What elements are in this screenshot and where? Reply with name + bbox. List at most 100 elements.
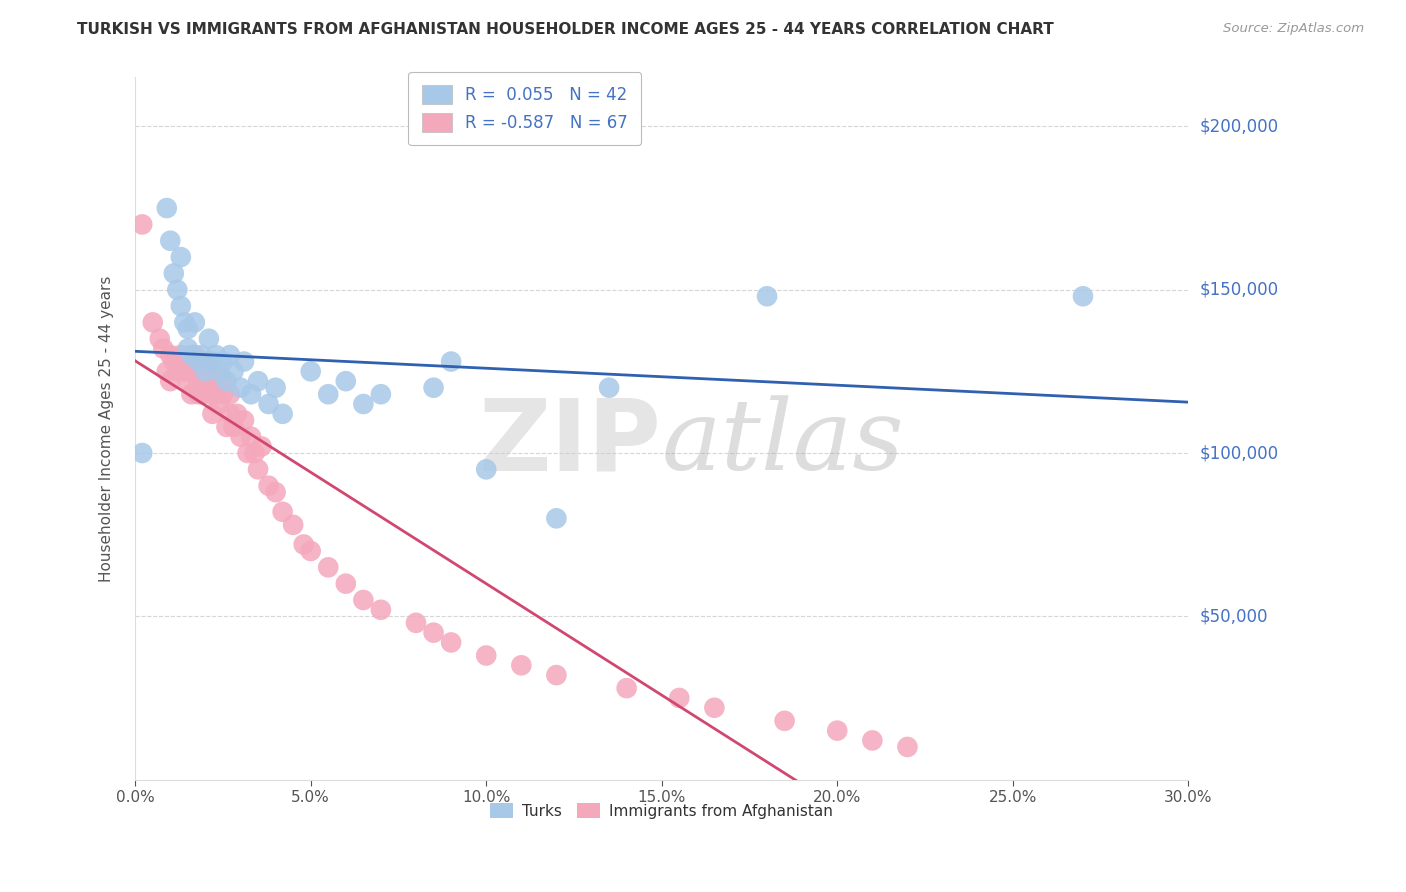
Point bbox=[219, 348, 242, 362]
Point bbox=[177, 342, 200, 356]
Text: $50,000: $50,000 bbox=[1199, 607, 1268, 625]
Point bbox=[335, 374, 357, 388]
Point bbox=[215, 420, 238, 434]
Point bbox=[316, 387, 339, 401]
Point bbox=[598, 381, 620, 395]
Point bbox=[860, 733, 883, 747]
Point bbox=[229, 430, 252, 444]
Point bbox=[187, 374, 209, 388]
Point bbox=[896, 739, 918, 754]
Point bbox=[226, 407, 249, 421]
Point bbox=[405, 615, 427, 630]
Point bbox=[177, 374, 200, 388]
Point bbox=[166, 283, 188, 297]
Point bbox=[198, 387, 221, 401]
Point bbox=[546, 511, 568, 525]
Point bbox=[440, 354, 463, 368]
Point bbox=[166, 364, 188, 378]
Point bbox=[156, 201, 179, 215]
Point bbox=[205, 381, 228, 395]
Point bbox=[257, 478, 280, 492]
Point bbox=[250, 440, 273, 454]
Point bbox=[219, 407, 242, 421]
Point bbox=[177, 322, 200, 336]
Point bbox=[370, 387, 392, 401]
Point bbox=[546, 668, 568, 682]
Point bbox=[233, 354, 256, 368]
Point bbox=[191, 348, 214, 362]
Point bbox=[299, 544, 322, 558]
Point bbox=[264, 381, 287, 395]
Point bbox=[243, 446, 266, 460]
Point bbox=[440, 635, 463, 649]
Point bbox=[194, 364, 217, 378]
Point bbox=[616, 681, 638, 695]
Point bbox=[170, 348, 193, 362]
Point bbox=[170, 250, 193, 264]
Point bbox=[233, 413, 256, 427]
Point bbox=[370, 603, 392, 617]
Point bbox=[184, 315, 207, 329]
Point bbox=[422, 625, 444, 640]
Point bbox=[142, 315, 165, 329]
Point bbox=[668, 690, 690, 705]
Point bbox=[212, 354, 235, 368]
Point bbox=[173, 315, 195, 329]
Point bbox=[283, 517, 305, 532]
Point bbox=[201, 407, 224, 421]
Point bbox=[163, 266, 186, 280]
Point bbox=[205, 387, 228, 401]
Point bbox=[208, 397, 231, 411]
Text: atlas: atlas bbox=[662, 395, 904, 491]
Point bbox=[187, 387, 209, 401]
Point bbox=[212, 374, 235, 388]
Point bbox=[316, 560, 339, 574]
Y-axis label: Householder Income Ages 25 - 44 years: Householder Income Ages 25 - 44 years bbox=[100, 276, 114, 582]
Point bbox=[191, 387, 214, 401]
Point bbox=[299, 364, 322, 378]
Point bbox=[149, 332, 172, 346]
Point bbox=[271, 407, 294, 421]
Point bbox=[1071, 289, 1094, 303]
Point bbox=[191, 364, 214, 378]
Point bbox=[173, 364, 195, 378]
Point bbox=[170, 299, 193, 313]
Point bbox=[194, 354, 217, 368]
Point bbox=[236, 446, 259, 460]
Point bbox=[247, 374, 270, 388]
Point bbox=[177, 354, 200, 368]
Point bbox=[201, 354, 224, 368]
Point bbox=[475, 462, 498, 476]
Point bbox=[219, 387, 242, 401]
Point bbox=[131, 218, 153, 232]
Point bbox=[198, 332, 221, 346]
Text: Source: ZipAtlas.com: Source: ZipAtlas.com bbox=[1223, 22, 1364, 36]
Point bbox=[212, 387, 235, 401]
Point bbox=[152, 342, 174, 356]
Point bbox=[194, 374, 217, 388]
Point bbox=[825, 723, 848, 738]
Point bbox=[352, 593, 374, 607]
Text: $200,000: $200,000 bbox=[1199, 118, 1278, 136]
Point bbox=[156, 364, 179, 378]
Point bbox=[257, 397, 280, 411]
Point bbox=[205, 348, 228, 362]
Point bbox=[229, 381, 252, 395]
Point bbox=[159, 374, 181, 388]
Point bbox=[422, 381, 444, 395]
Point bbox=[222, 364, 245, 378]
Point bbox=[159, 348, 181, 362]
Point bbox=[131, 446, 153, 460]
Point bbox=[703, 700, 725, 714]
Point bbox=[335, 576, 357, 591]
Point bbox=[264, 485, 287, 500]
Text: TURKISH VS IMMIGRANTS FROM AFGHANISTAN HOUSEHOLDER INCOME AGES 25 - 44 YEARS COR: TURKISH VS IMMIGRANTS FROM AFGHANISTAN H… bbox=[77, 22, 1054, 37]
Text: $100,000: $100,000 bbox=[1199, 444, 1278, 462]
Text: ZIP: ZIP bbox=[479, 394, 662, 491]
Point bbox=[163, 354, 186, 368]
Point bbox=[240, 430, 263, 444]
Point bbox=[292, 537, 315, 551]
Point bbox=[215, 374, 238, 388]
Text: $150,000: $150,000 bbox=[1199, 281, 1278, 299]
Point bbox=[222, 420, 245, 434]
